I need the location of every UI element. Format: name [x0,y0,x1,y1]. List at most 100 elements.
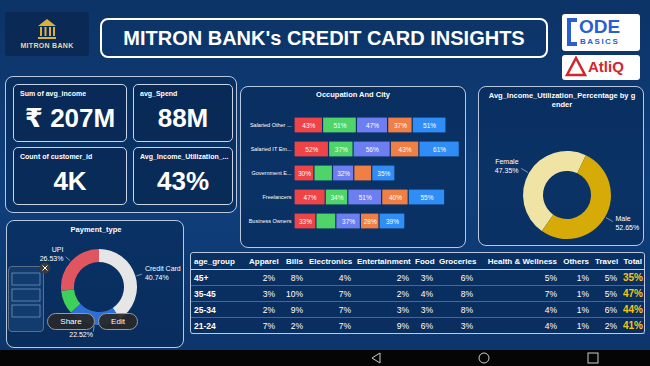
html-text:5%: 5% [604,272,617,283]
html-text:3%: 3% [262,288,275,299]
svg-text:34%: 34% [330,194,343,201]
html-text:7%: 7% [338,304,351,315]
html-text:1%: 1% [576,304,589,315]
html-text:Groceries: Groceries [439,256,477,266]
svg-text:Male52.65%: Male52.65% [615,214,639,230]
html-text:Avg_Income_Utilization_Percent: Avg_Income_Utilization_Percentage by gen… [488,91,636,109]
html-text:Total: Total [623,256,642,266]
html-text:Share: Share [60,317,82,326]
svg-text:Salaried Other ...: Salaried Other ... [250,122,292,128]
svg-text:Female47.35%: Female47.35% [495,158,519,174]
html-text:35-45: 35-45 [194,288,216,299]
html-text:5%: 5% [604,288,617,299]
html-text:4%: 4% [544,304,557,315]
html-text:6%: 6% [604,304,617,315]
html-text:8%: 8% [460,288,473,299]
html-text:2%: 2% [396,288,409,299]
html-text:3%: 3% [460,320,473,331]
html-text:4%: 4% [338,272,351,283]
html-text:Occupation And City: Occupation And City [316,90,390,99]
html-text:Electronics: Electronics [309,256,353,266]
html-text:4%: 4% [544,320,557,331]
svg-text:51%: 51% [423,122,436,129]
html-text:Travel: Travel [595,256,619,266]
html-text:8%: 8% [290,272,303,283]
html-text:2%: 2% [290,320,303,331]
html-text:5%: 5% [544,272,557,283]
svg-text:28%: 28% [364,218,377,225]
svg-text:22.52%: 22.52% [69,330,93,337]
html-text:Edit: Edit [111,317,125,326]
html-text:4%: 4% [420,288,433,299]
html-text:2%: 2% [262,272,275,283]
html-text:2%: 2% [396,272,409,283]
svg-text:32%: 32% [337,170,350,177]
svg-text:43%: 43% [399,146,412,153]
svg-text:35%: 35% [377,170,390,177]
html-text:7%: 7% [338,288,351,299]
html-text:1%: 1% [576,272,589,283]
svg-text:30%: 30% [298,170,311,177]
html-text:10%: 10% [286,288,303,299]
html-text:Payment_type: Payment_type [70,225,122,234]
svg-text:43%: 43% [302,122,315,129]
svg-text:39%: 39% [386,218,399,225]
html-text:BASICS: BASICS [580,37,620,46]
html-text:Others: Others [563,256,589,266]
svg-text:47%: 47% [366,122,379,129]
html-text:age_group: age_group [194,256,235,266]
html-text:1%: 1% [576,320,589,331]
svg-text:55%: 55% [420,194,433,201]
svg-text:56%: 56% [366,146,379,153]
html-text:₹ 207M: ₹ 207M [24,103,116,133]
html-text:Health & Wellness: Health & Wellness [487,256,557,266]
svg-text:52%: 52% [305,146,318,153]
html-text:41%: 41% [623,320,643,331]
html-text:ODE: ODE [579,16,621,37]
html-text:Entertainment: Entertainment [357,256,411,266]
svg-text:Credit Card40.74%: Credit Card40.74% [145,265,181,281]
svg-text:51%: 51% [359,194,372,201]
html-text:3%: 3% [396,304,409,315]
html-text:7%: 7% [262,320,275,331]
html-text:MITRON BANK's CREDIT CARD INSI: MITRON BANK's CREDIT CARD INSIGHTS [123,26,525,49]
svg-text:Government E...: Government E... [251,170,292,176]
html-text:43%: 43% [157,166,209,196]
svg-text:37%: 37% [342,218,355,225]
svg-text:Salaried IT Em...: Salaried IT Em... [251,146,292,152]
html-text:3%: 3% [420,272,433,283]
html-text:6%: 6% [420,320,433,331]
html-text:35%: 35% [623,272,643,283]
html-text:AtliQ: AtliQ [588,58,624,75]
html-text:45+: 45+ [194,272,209,283]
html-text:21-24: 21-24 [194,320,216,331]
html-text:88M: 88M [157,103,209,133]
html-text:2%: 2% [604,320,617,331]
svg-text:UPI26.53%: UPI26.53% [40,246,64,262]
svg-text:Freelancers: Freelancers [262,194,291,200]
html-text:4K: 4K [53,166,87,196]
svg-text:33%: 33% [299,218,312,225]
svg-text:51%: 51% [333,122,346,129]
svg-text:40%: 40% [389,194,402,201]
html-text:25-34: 25-34 [194,304,216,315]
html-text:7%: 7% [544,288,557,299]
html-text:Food: Food [415,256,435,266]
html-text:2%: 2% [262,304,275,315]
html-text:1%: 1% [576,288,589,299]
html-text:7%: 7% [338,320,351,331]
svg-text:Business Owners: Business Owners [249,218,292,224]
html-text:Bills: Bills [286,256,303,266]
html-text:6%: 6% [460,272,473,283]
html-text:8%: 8% [460,304,473,315]
svg-text:47%: 47% [304,194,317,201]
svg-text:37%: 37% [335,146,348,153]
html-text:9%: 9% [396,320,409,331]
svg-text:37%: 37% [394,122,407,129]
html-text:44%: 44% [623,304,643,315]
html-text:47%: 47% [623,288,643,299]
html-text:9%: 9% [290,304,303,315]
svg-text:61%: 61% [433,146,446,153]
html-text:Apparel: Apparel [249,256,279,266]
html-text:3%: 3% [420,304,433,315]
